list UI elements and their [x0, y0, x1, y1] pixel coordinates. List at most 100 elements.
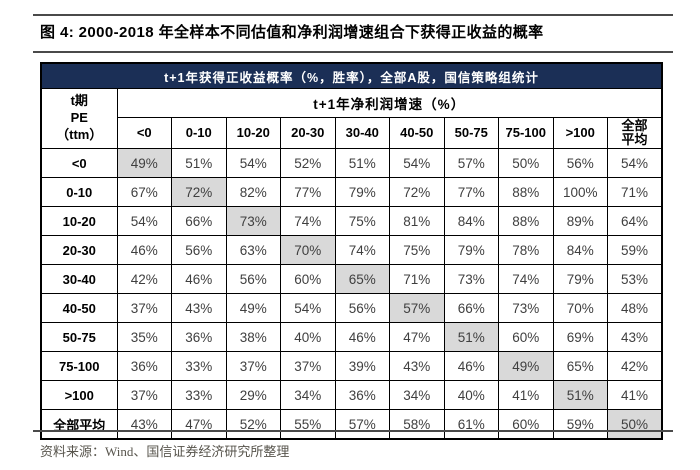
value-cell: 59% — [607, 235, 663, 265]
value-cell: 46% — [171, 264, 227, 294]
value-cell: 73% — [225, 206, 281, 236]
value-cell: 82% — [225, 177, 281, 207]
column-header-9: 全部 平均 — [607, 117, 663, 149]
source-note: 资料来源：Wind、国信证券经济研究所整理 — [40, 444, 290, 459]
value-cell: 43% — [607, 322, 663, 352]
value-cell: 57% — [334, 409, 390, 440]
value-cell: 73% — [498, 293, 554, 323]
value-cell: 33% — [171, 351, 227, 381]
value-cell: 79% — [443, 235, 499, 265]
value-cell: 53% — [607, 264, 663, 294]
value-cell: 42% — [116, 264, 172, 294]
value-cell: 84% — [443, 206, 499, 236]
column-header-row: <0 0-10 10-20 20-30 30-40 40-50 50-75 75-100 >10… — [41, 117, 663, 149]
value-cell: 56% — [552, 148, 608, 178]
value-cell: 47% — [389, 322, 445, 352]
value-cell: 56% — [225, 264, 281, 294]
figure-caption: 图 4: 2000-2018 年全样本不同估值和净利润增速组合下获得正收益的概率 — [40, 24, 544, 41]
value-cell: 71% — [607, 177, 663, 207]
table-row-0: <0 49% 51% 54% 52% 51% 54% 57% 50% 56% 54% — [40, 148, 663, 178]
value-cell: 79% — [552, 264, 608, 294]
row-header-4: 30-40 — [40, 264, 118, 294]
banner-row: t+1年获得正收益概率（%，胜率），全部A股，国信策略组统计 — [40, 62, 663, 89]
table-row-2: 10-20 54% 66% 73% 74% 75% 81% 84% 88% 89% 64% — [40, 206, 663, 236]
column-header-3: 20-30 — [280, 117, 336, 149]
value-cell: 48% — [607, 293, 663, 323]
table-row-7: 75-100 36% 33% 37% 37% 39% 43% 46% 49% 65% 42% — [40, 351, 663, 381]
value-cell: 54% — [116, 206, 172, 236]
column-header-4: 30-40 — [334, 117, 390, 149]
table-row-9: 全部平均 43% 47% 52% 55% 57% 58% 61% 60% 59% 50% — [40, 409, 663, 440]
row-header-7: 75-100 — [40, 351, 118, 381]
value-cell: 36% — [334, 380, 390, 410]
row-header-0: <0 — [40, 148, 118, 178]
value-cell: 65% — [552, 351, 608, 381]
value-cell: 43% — [389, 351, 445, 381]
value-cell: 73% — [443, 264, 499, 294]
value-cell: 35% — [116, 322, 172, 352]
value-cell: 54% — [225, 148, 281, 178]
row-header-6: 50-75 — [40, 322, 118, 352]
value-cell: 58% — [389, 409, 445, 440]
value-cell: 49% — [225, 293, 281, 323]
value-cell: 29% — [225, 380, 281, 410]
value-cell: 51% — [171, 148, 227, 178]
value-cell: 37% — [280, 351, 336, 381]
value-cell: 37% — [116, 293, 172, 323]
axis-header-row: t期 PE （ttm） t+1年净利润增速（%） — [40, 88, 663, 149]
row-header-8: >100 — [40, 380, 118, 410]
col-axis-label: t+1年净利润增速（%） — [116, 88, 663, 118]
value-cell: 51% — [443, 322, 499, 352]
value-cell: 34% — [280, 380, 336, 410]
value-cell: 60% — [280, 264, 336, 294]
value-cell: 64% — [607, 206, 663, 236]
value-cell: 40% — [280, 322, 336, 352]
table-title: t+1年获得正收益概率（%，胜率），全部A股，国信策略组统计 — [40, 62, 663, 89]
column-header-2: 10-20 — [225, 117, 281, 149]
value-cell: 41% — [607, 380, 663, 410]
value-cell: 88% — [498, 177, 554, 207]
value-cell: 54% — [280, 293, 336, 323]
value-cell: 72% — [389, 177, 445, 207]
value-cell: 51% — [334, 148, 390, 178]
value-cell: 43% — [116, 409, 172, 440]
column-header-6: 50-75 — [443, 117, 499, 149]
row-header-1: 0-10 — [40, 177, 118, 207]
value-cell: 72% — [171, 177, 227, 207]
value-cell: 54% — [607, 148, 663, 178]
column-header-1: 0-10 — [171, 117, 227, 149]
value-cell: 46% — [116, 235, 172, 265]
value-cell: 38% — [225, 322, 281, 352]
value-cell: 52% — [280, 148, 336, 178]
value-cell: 75% — [389, 235, 445, 265]
value-cell: 74% — [498, 264, 554, 294]
value-cell: 74% — [280, 206, 336, 236]
value-cell: 50% — [607, 409, 663, 440]
row-header-5: 40-50 — [40, 293, 118, 323]
table-row-6: 50-75 35% 36% 38% 40% 46% 47% 51% 60% 69% 43% — [40, 322, 663, 352]
caption-top-rule — [33, 14, 673, 16]
value-cell: 60% — [498, 322, 554, 352]
value-cell: 61% — [443, 409, 499, 440]
value-cell: 70% — [552, 293, 608, 323]
value-cell: 66% — [171, 206, 227, 236]
value-cell: 75% — [334, 206, 390, 236]
value-cell: 49% — [498, 351, 554, 381]
value-cell: 57% — [443, 148, 499, 178]
value-cell: 39% — [334, 351, 390, 381]
value-cell: 37% — [225, 351, 281, 381]
value-cell: 49% — [116, 148, 172, 178]
value-cell: 79% — [334, 177, 390, 207]
value-cell: 46% — [443, 351, 499, 381]
value-cell: 81% — [389, 206, 445, 236]
value-cell: 59% — [552, 409, 608, 440]
table-row-1: 0-10 67% 72% 82% 77% 79% 72% 77% 88% 100% 71% — [40, 177, 663, 207]
value-cell: 69% — [552, 322, 608, 352]
value-cell: 34% — [389, 380, 445, 410]
value-cell: 43% — [171, 293, 227, 323]
value-cell: 56% — [171, 235, 227, 265]
source-top-rule — [33, 430, 673, 432]
value-cell: 77% — [280, 177, 336, 207]
row-axis-label: t期 PE （ttm） — [40, 88, 118, 149]
value-cell: 40% — [443, 380, 499, 410]
